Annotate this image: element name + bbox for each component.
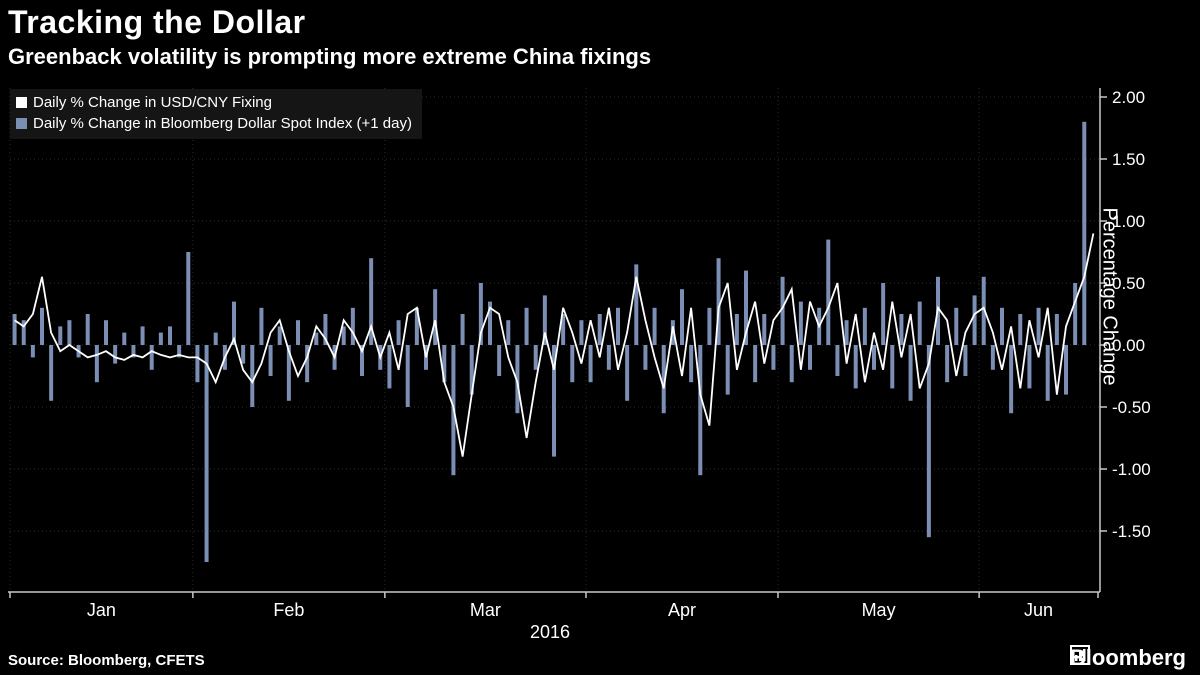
x-tick-label: Jan (87, 600, 116, 620)
legend-swatch-bar (16, 118, 27, 129)
x-axis-year-label: 2016 (529, 622, 571, 642)
svg-text:1.00: 1.00 (1112, 212, 1145, 231)
chart-legend: Daily % Change in USD/CNY Fixing Daily %… (10, 89, 422, 139)
page-title: Tracking the Dollar (8, 4, 306, 40)
chart-canvas: 2.00 1.50 1.00 0.50 0.00 -0.50 -1.00 -1.50 Jan Fe… (8, 88, 1151, 620)
bloomberg-logo: Bloomberg (1069, 645, 1186, 671)
bloomberg-logo-icon (1069, 645, 1090, 665)
footer-bar: Source: Bloomberg, CFETS Bloomberg (0, 643, 1200, 675)
y-axis-title: Percentage Change (1098, 207, 1121, 385)
page-subtitle: Greenback volatility is prompting more e… (8, 44, 652, 69)
legend-swatch-line (16, 97, 27, 108)
x-tick-label: Mar (470, 600, 501, 620)
x-tick-label: May (862, 600, 896, 620)
svg-text:-0.50: -0.50 (1112, 398, 1151, 417)
legend-label-dollar-index: Daily % Change in Bloomberg Dollar Spot … (33, 115, 412, 132)
svg-text:1.50: 1.50 (1112, 150, 1145, 169)
bars-series (12, 121, 1087, 562)
legend-label-fixing: Daily % Change in USD/CNY Fixing (33, 94, 272, 111)
svg-text:-1.50: -1.50 (1112, 522, 1151, 541)
svg-text:0.50: 0.50 (1112, 274, 1145, 293)
x-tick-label: Apr (668, 600, 696, 620)
legend-item-fixing: Daily % Change in USD/CNY Fixing (16, 92, 412, 113)
svg-text:-1.00: -1.00 (1112, 460, 1151, 479)
source-credit: Source: Bloomberg, CFETS (8, 652, 205, 669)
x-axis: Jan Feb Mar Apr May Jun (8, 591, 1100, 620)
svg-text:2.00: 2.00 (1112, 88, 1145, 107)
line-series (14, 233, 1095, 457)
svg-text:0.00: 0.00 (1112, 336, 1145, 355)
y-axis: 2.00 1.50 1.00 0.50 0.00 -0.50 -1.00 -1.50 (1099, 88, 1151, 592)
legend-item-dollar-index: Daily % Change in Bloomberg Dollar Spot … (16, 113, 412, 134)
x-tick-label: Feb (273, 600, 304, 620)
gridlines (9, 88, 1100, 592)
x-tick-label: Jun (1024, 600, 1053, 620)
